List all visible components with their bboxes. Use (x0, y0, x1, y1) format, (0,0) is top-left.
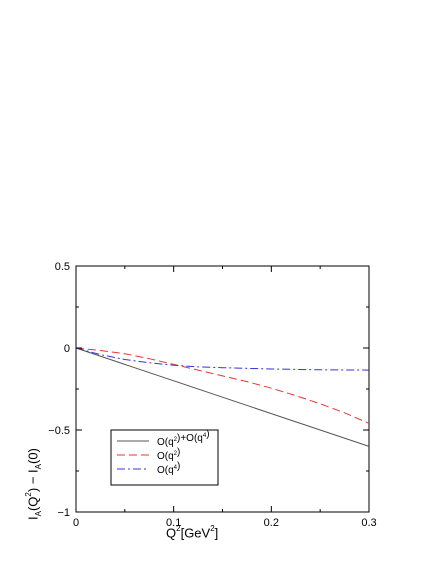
y-tick-label: 0.5 (55, 261, 70, 273)
series-line-2 (75, 347, 370, 371)
x-axis-label: Q2[GeV2] (166, 524, 219, 541)
x-tick-label: 0.3 (361, 517, 376, 529)
x-tick-label: 0.1 (166, 517, 181, 529)
legend-label-1: O(q2) (157, 447, 180, 462)
x-tick-label: 0 (73, 517, 79, 529)
series-line-0 (75, 347, 370, 447)
legend-box (110, 429, 219, 486)
x-tick-label: 0.2 (264, 517, 279, 529)
y-axis-label: IA(Q2) − IA(0) (24, 448, 43, 520)
legend-label-0: O(q2)+O(q4) (157, 429, 210, 448)
legend-label-2: O(q4) (157, 461, 180, 476)
y-tick-label: −1 (57, 507, 70, 519)
y-tick-label: 0 (64, 343, 70, 355)
series-line-1 (75, 347, 370, 424)
y-tick-label: −0.5 (48, 425, 70, 437)
